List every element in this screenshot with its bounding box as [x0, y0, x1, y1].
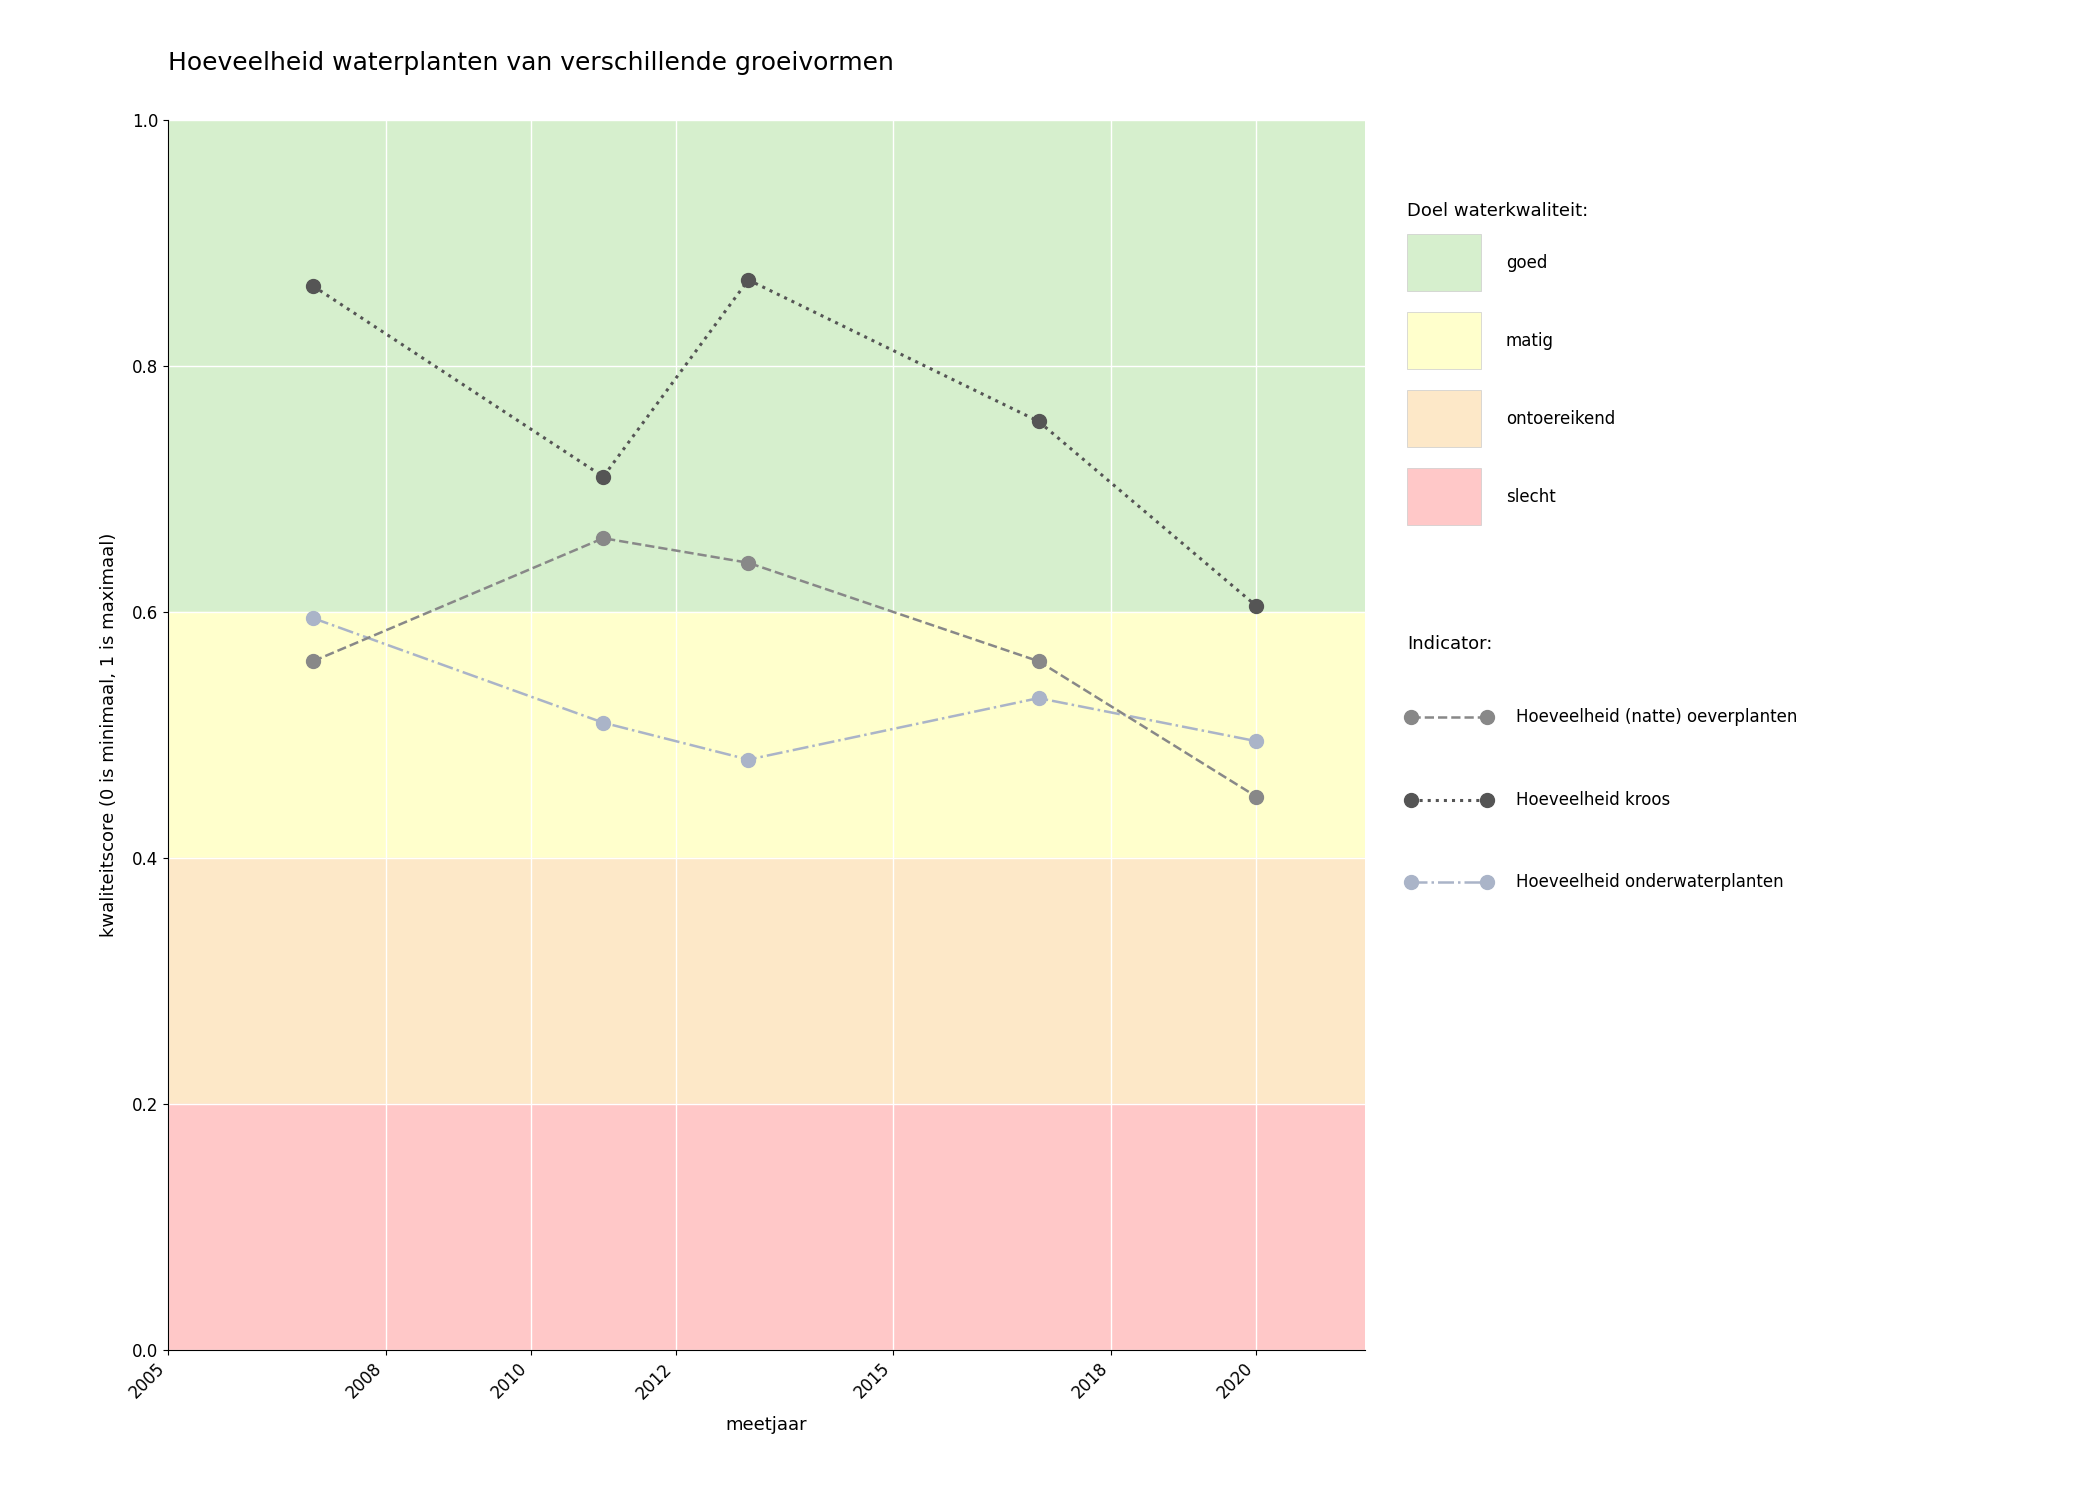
Bar	[168, 120, 1365, 612]
Text: Hoeveelheid waterplanten van verschillende groeivormen: Hoeveelheid waterplanten van verschillen…	[168, 51, 895, 75]
Text: Indicator:: Indicator:	[1407, 634, 1493, 652]
Text: ontoereikend: ontoereikend	[1506, 410, 1615, 428]
Text: slecht: slecht	[1506, 488, 1556, 506]
Text: Doel waterkwaliteit:: Doel waterkwaliteit:	[1407, 202, 1588, 220]
Text: goed: goed	[1506, 254, 1548, 272]
Text: Hoeveelheid (natte) oeverplanten: Hoeveelheid (natte) oeverplanten	[1516, 708, 1798, 726]
Bar	[168, 858, 1365, 1104]
Bar	[168, 1104, 1365, 1350]
Y-axis label: kwaliteitscore (0 is minimaal, 1 is maximaal): kwaliteitscore (0 is minimaal, 1 is maxi…	[101, 532, 118, 938]
X-axis label: meetjaar: meetjaar	[727, 1416, 806, 1434]
Bar	[168, 612, 1365, 858]
Text: Hoeveelheid kroos: Hoeveelheid kroos	[1516, 790, 1670, 808]
Text: matig: matig	[1506, 332, 1554, 350]
Text: Hoeveelheid onderwaterplanten: Hoeveelheid onderwaterplanten	[1516, 873, 1783, 891]
